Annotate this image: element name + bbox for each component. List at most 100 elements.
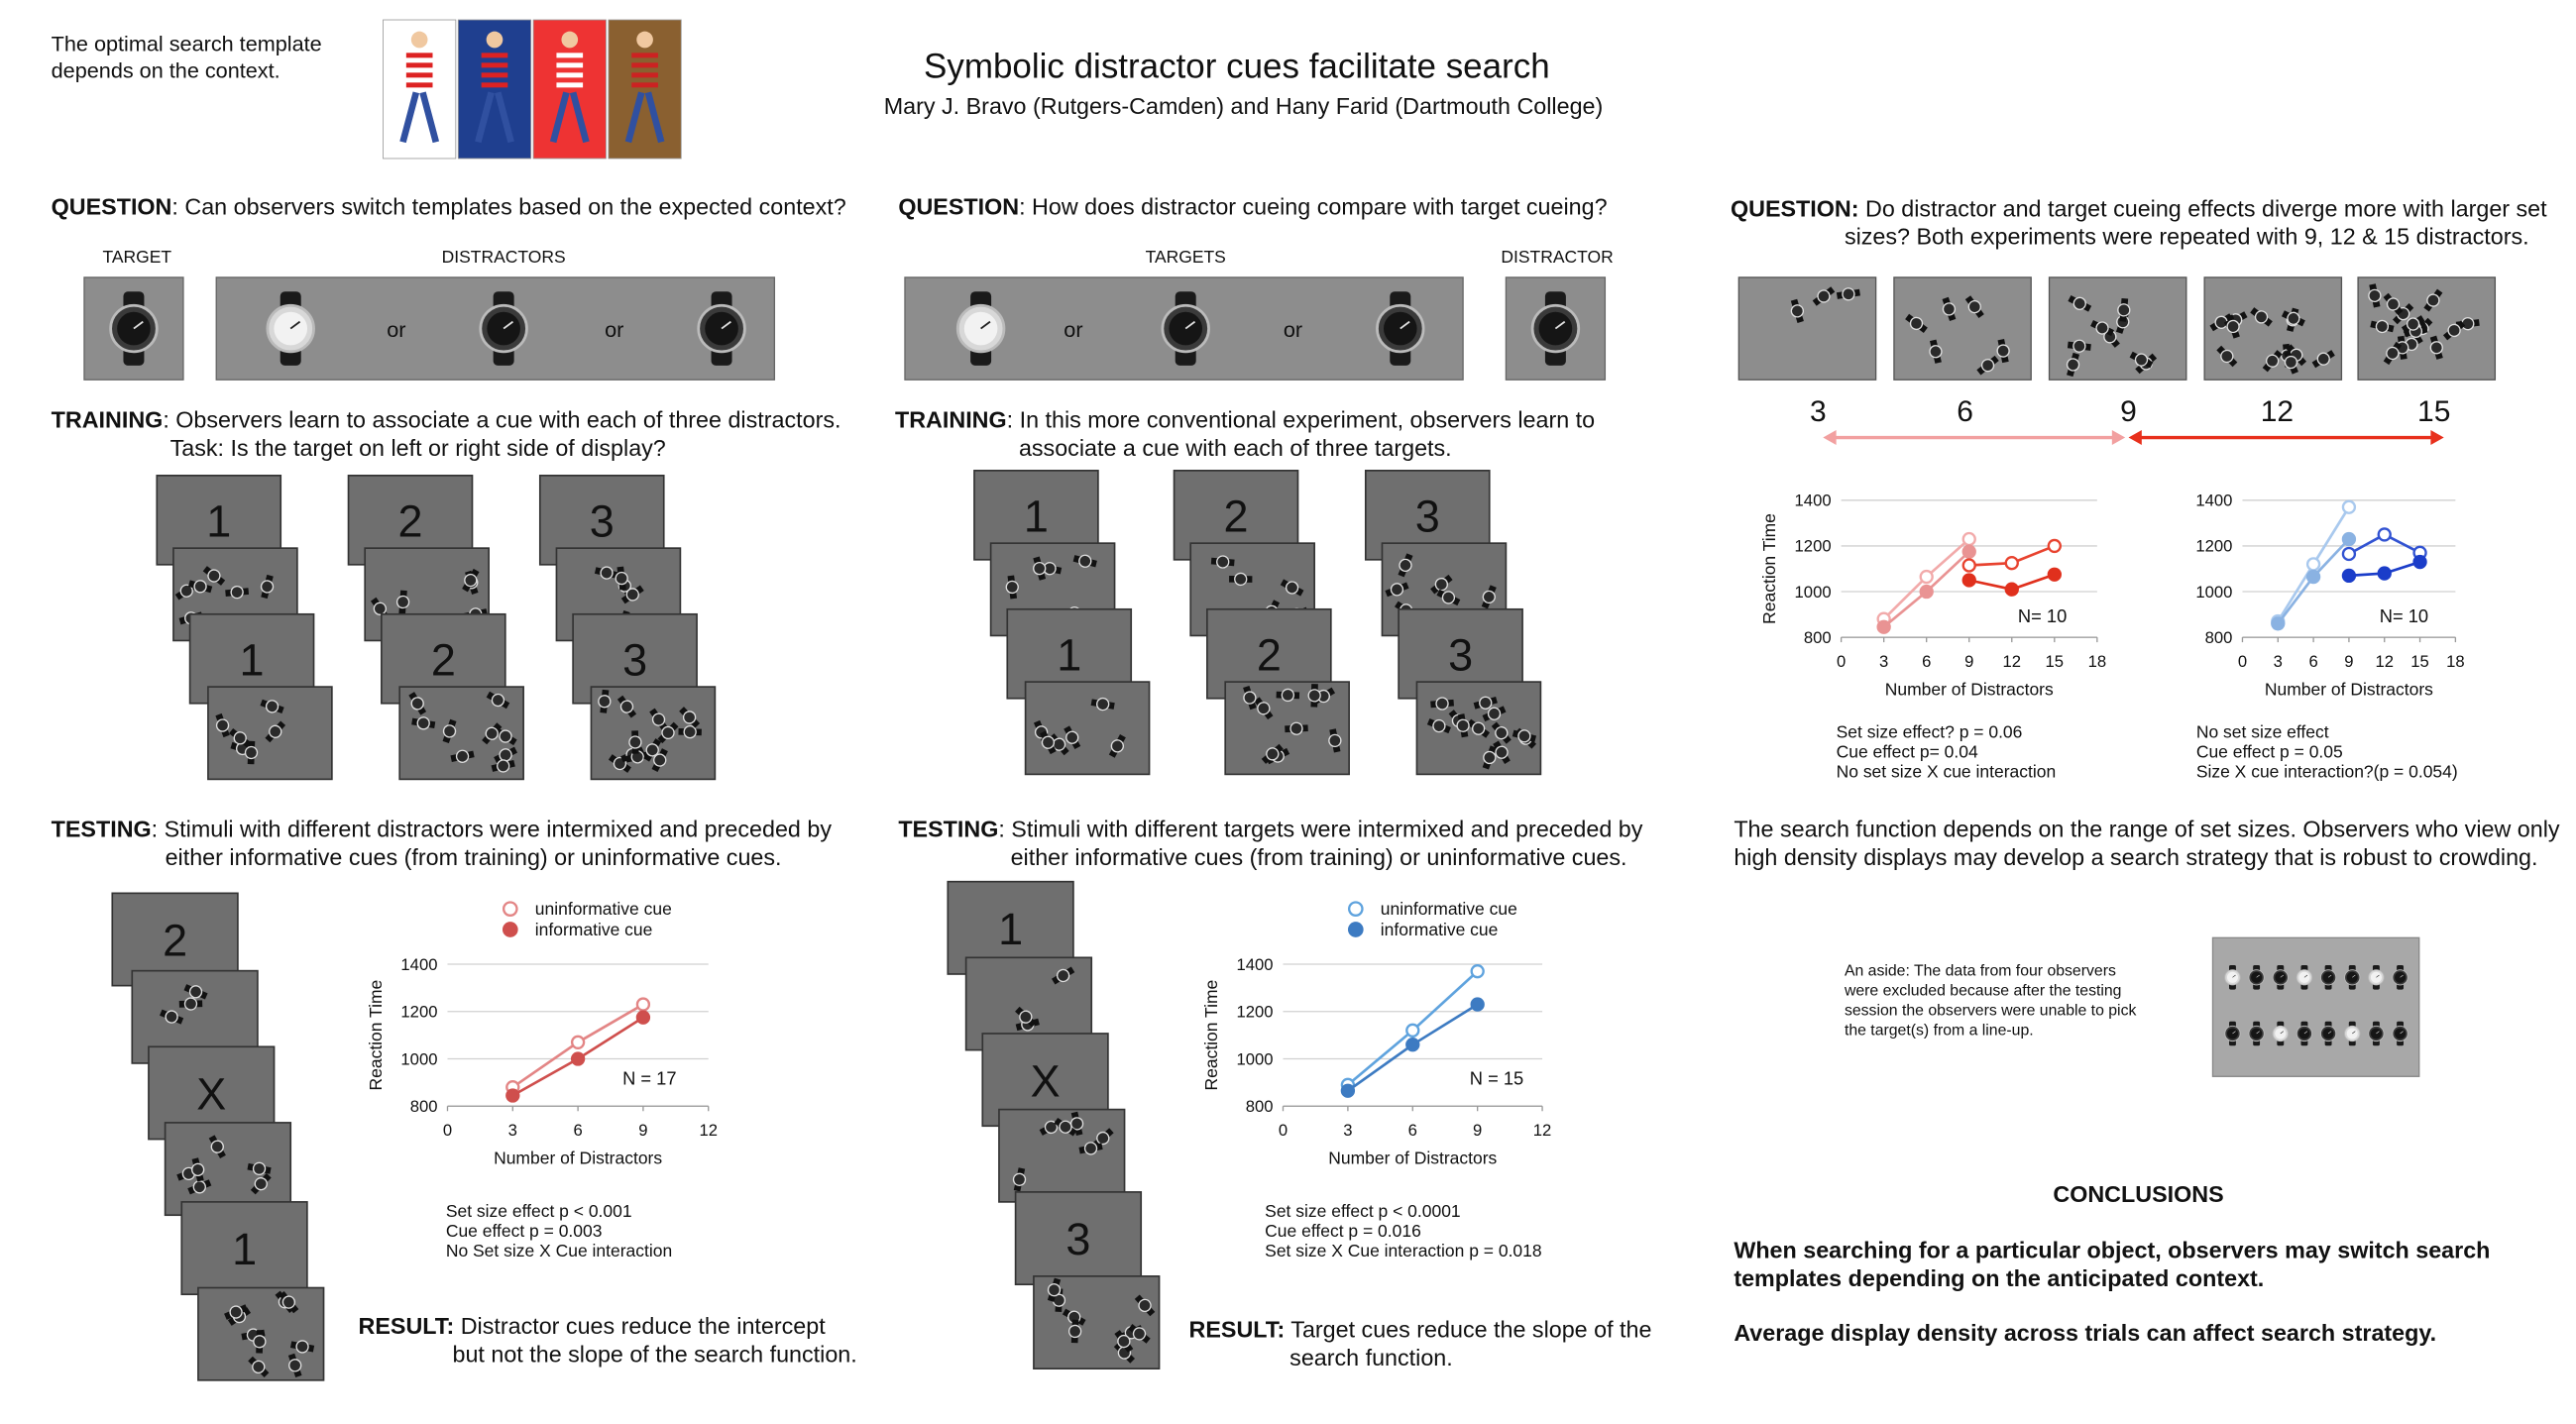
- data-point: [1405, 1038, 1420, 1052]
- watch-hand: [1400, 320, 1410, 330]
- mini-watch: [2311, 350, 2335, 369]
- mini-face: [288, 1359, 302, 1372]
- mini-face: [1328, 733, 1342, 748]
- mini-face: [215, 718, 230, 732]
- x-tick-label: 9: [638, 1121, 647, 1140]
- mini-watch: [2283, 350, 2298, 375]
- aside: An aside: The data from four observers: [1845, 963, 2116, 980]
- result: search function.: [1289, 1345, 1453, 1370]
- data-point: [2047, 567, 2062, 582]
- mini-face: [1495, 725, 1509, 740]
- or-label: or: [387, 317, 405, 342]
- legend-marker: [502, 922, 518, 937]
- mini-watch: [1005, 575, 1019, 600]
- waldo-stripe: [481, 53, 508, 58]
- mini-face: [1483, 750, 1497, 765]
- mini-face: [2117, 303, 2131, 317]
- mini-watch: [1430, 574, 1453, 595]
- mini-watch: [1493, 740, 1511, 764]
- mini-watch: [1012, 1167, 1027, 1192]
- mini-watch: [265, 720, 286, 743]
- data-point: [2271, 616, 2286, 631]
- mini-watch: [1051, 966, 1075, 985]
- mini-watch: [1047, 1277, 1062, 1302]
- mini-face: [281, 1295, 296, 1309]
- mini-watch: [482, 722, 503, 745]
- mini-watch: [1015, 1006, 1037, 1028]
- mini-watch: [1243, 685, 1257, 711]
- mini-face: [295, 1340, 309, 1354]
- y-tick-label: 1200: [400, 1003, 437, 1022]
- mini-face: [2072, 339, 2086, 353]
- mini-face: [1307, 689, 1321, 703]
- mini-watch: [1067, 1319, 1082, 1344]
- cue-label: 1: [998, 904, 1023, 954]
- mini-watch: [1929, 339, 1943, 364]
- watch-hand: [2376, 974, 2380, 978]
- x-tick-label: 12: [1533, 1121, 1552, 1140]
- waldo-head: [561, 31, 579, 49]
- watch-hand: [2352, 974, 2356, 978]
- mini-watch: [1790, 298, 1805, 323]
- y-axis-label: Reaction Time: [1759, 513, 1779, 624]
- aside: the target(s) from a line-up.: [1845, 1023, 2034, 1040]
- mini-face: [1257, 702, 1271, 715]
- watch-face: [2275, 971, 2287, 983]
- data-point: [2004, 582, 2019, 597]
- mini-face: [1996, 344, 2010, 358]
- mini-face: [2386, 297, 2401, 311]
- waldo-stripe: [631, 82, 658, 88]
- x-tick-label: 3: [2274, 652, 2283, 671]
- x-axis-label: Number of Distractors: [2265, 679, 2433, 699]
- label: TRAINING: [895, 407, 1007, 433]
- legend-marker: [502, 901, 518, 918]
- mini-face: [2316, 352, 2330, 366]
- mini-watch: [411, 716, 436, 730]
- data-point: [2341, 531, 2357, 547]
- mini-face: [1399, 558, 1412, 573]
- mini-face: [661, 725, 675, 740]
- mini-watch: [160, 1009, 184, 1025]
- mini-face: [1487, 707, 1502, 720]
- stat: Set size effect p < 0.001: [446, 1201, 632, 1221]
- watch-face: [2275, 1028, 2287, 1040]
- mini-face: [2287, 311, 2300, 326]
- watch-hand: [2327, 974, 2332, 978]
- x-tick-label: 6: [1408, 1121, 1417, 1140]
- stat: Size X cue interaction?(p = 0.054): [2196, 762, 2458, 782]
- watch-hand: [2280, 974, 2285, 978]
- mini-watch: [1481, 585, 1497, 609]
- data-point: [1340, 1083, 1356, 1098]
- mini-watch: [287, 1353, 302, 1377]
- cue-label: X: [196, 1069, 226, 1120]
- mini-watch: [616, 695, 637, 718]
- mini-face: [1281, 688, 1295, 703]
- conclusions-title: CONCLUSIONS: [2053, 1181, 2223, 1207]
- watch-hand: [2256, 1031, 2260, 1035]
- mini-face: [653, 753, 667, 767]
- mini-watch: [250, 1172, 272, 1195]
- training: associate a cue with each of three targe…: [1019, 435, 1452, 461]
- mini-face: [2429, 341, 2443, 355]
- mini-watch: [260, 699, 284, 713]
- mini-face: [1929, 345, 1943, 359]
- mini-face: [497, 759, 510, 773]
- authors: Mary J. Bravo (Rutgers-Camden) and Hany …: [884, 93, 1604, 119]
- x-tick-label: 3: [508, 1121, 517, 1140]
- data-point: [1919, 584, 1934, 600]
- legend-label: uninformative cue: [1381, 899, 1517, 919]
- mini-watch: [2383, 341, 2403, 366]
- lineup-image: [2211, 936, 2420, 1077]
- mini-watch: [628, 730, 642, 754]
- mini-watch: [1229, 572, 1253, 587]
- mini-watch: [2216, 345, 2238, 368]
- annotation: N= 10: [2018, 605, 2067, 626]
- waldo-stripe: [481, 72, 508, 78]
- mini-face: [1056, 968, 1070, 983]
- mini-watch: [2090, 319, 2114, 337]
- mini-face: [1234, 572, 1248, 587]
- cue-card: [1014, 1191, 1143, 1286]
- y-tick-label: 1400: [400, 955, 437, 974]
- mini-watch: [1491, 721, 1512, 744]
